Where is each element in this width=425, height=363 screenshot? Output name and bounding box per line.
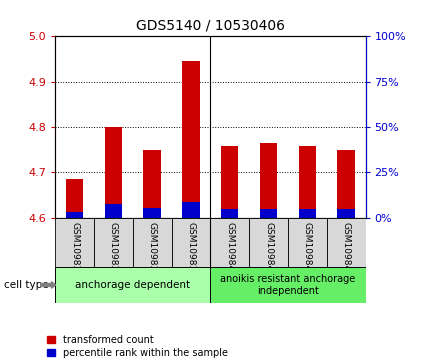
Bar (144, 150, 161, 218)
Bar (327, 218, 366, 267)
Legend: transformed count, percentile rank within the sample: transformed count, percentile rank withi… (47, 335, 228, 358)
Bar (221, 209, 238, 218)
Title: GDS5140 / 10530406: GDS5140 / 10530406 (136, 19, 285, 32)
Bar (337, 150, 355, 218)
Text: GSM1098402: GSM1098402 (303, 222, 312, 282)
Text: anoikis resistant anchorage
independent: anoikis resistant anchorage independent (220, 274, 356, 296)
Bar (94, 218, 133, 267)
Text: GSM1098399: GSM1098399 (187, 222, 196, 282)
Text: GSM1098400: GSM1098400 (225, 222, 234, 282)
Bar (249, 218, 288, 267)
Bar (260, 209, 277, 218)
Bar (260, 143, 277, 218)
Text: anchorage dependent: anchorage dependent (75, 280, 190, 290)
Bar (66, 212, 83, 218)
Bar (299, 146, 316, 218)
Bar (210, 267, 366, 303)
Bar (337, 209, 355, 218)
Bar (66, 179, 83, 218)
Bar (105, 204, 122, 218)
Bar (221, 146, 238, 218)
Bar (55, 267, 210, 303)
Bar (182, 203, 200, 218)
Text: GSM1098403: GSM1098403 (342, 222, 351, 282)
Bar (299, 209, 316, 218)
Bar (55, 218, 94, 267)
Text: cell type: cell type (4, 280, 49, 290)
Text: GSM1098398: GSM1098398 (148, 222, 157, 282)
Bar (210, 218, 249, 267)
Text: GSM1098396: GSM1098396 (70, 222, 79, 282)
Bar (288, 218, 327, 267)
Bar (105, 127, 122, 218)
Bar (172, 218, 210, 267)
Text: GSM1098397: GSM1098397 (109, 222, 118, 282)
Bar (182, 61, 200, 218)
Bar (144, 208, 161, 218)
Text: GSM1098401: GSM1098401 (264, 222, 273, 282)
Bar (133, 218, 172, 267)
